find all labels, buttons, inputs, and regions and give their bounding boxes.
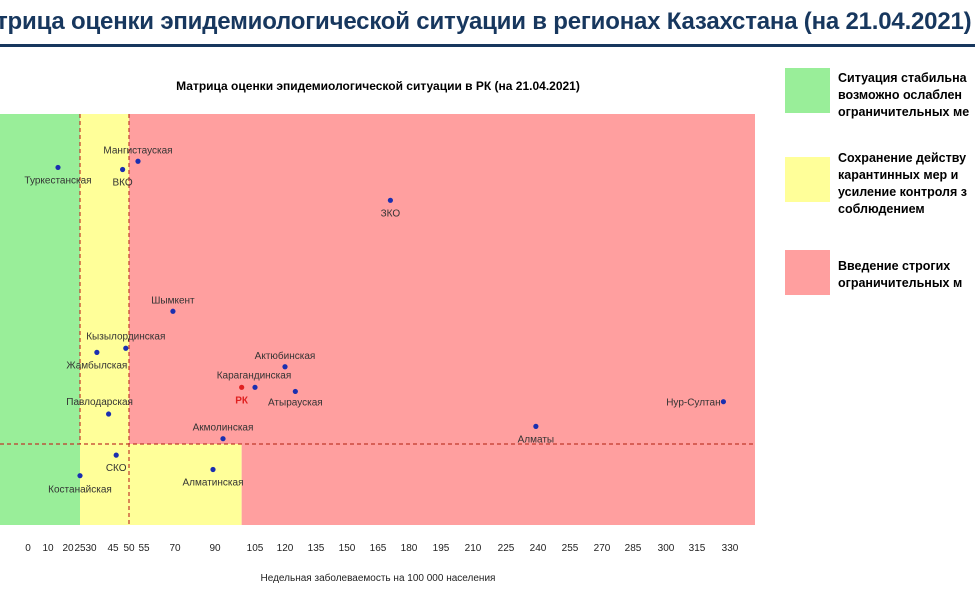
x-tick-label: 180 (401, 543, 418, 554)
title-divider (0, 44, 975, 47)
data-point (533, 423, 539, 429)
point-label: Акмолинская (193, 423, 254, 434)
data-point (94, 349, 100, 355)
legend-text-green: Ситуация стабильна возможно ослаблен огр… (838, 71, 970, 119)
x-tick-label: 10 (42, 543, 54, 554)
point-label: ВКО (113, 177, 133, 188)
x-tick-label: 70 (169, 543, 181, 554)
x-tick-label: 285 (625, 543, 642, 554)
point-label: Атырауская (268, 397, 323, 408)
data-point (135, 158, 141, 164)
data-point (282, 364, 288, 370)
x-tick-label: 330 (722, 543, 739, 554)
x-tick-label: 45 (107, 543, 119, 554)
zone-green (0, 114, 80, 525)
x-tick-label: 105 (247, 543, 264, 554)
data-point (220, 436, 226, 442)
x-tick-label: 135 (308, 543, 325, 554)
data-point (210, 466, 216, 473)
data-point (77, 473, 83, 479)
legend-text-red: Введение строгих ограничительных м (838, 259, 963, 290)
x-tick-label: 150 (339, 543, 356, 554)
data-point (292, 388, 298, 395)
point-label: Актюбинская (255, 350, 316, 362)
x-tick-label: 120 (277, 543, 294, 554)
data-point (55, 164, 61, 171)
x-tick-label: 315 (689, 543, 706, 554)
x-axis-label: Недельная заболеваемость на 100 000 насе… (261, 572, 496, 584)
x-tick-label: 50 (123, 543, 135, 554)
data-point (120, 166, 126, 173)
x-tick-label: 240 (530, 543, 547, 554)
data-point (106, 411, 112, 417)
point-label: Алматы (518, 434, 555, 445)
slide-title: трица оценки эпидемиологической ситуации… (0, 8, 972, 35)
x-tick-label: 55 (138, 543, 150, 554)
zones-layer (0, 114, 755, 525)
x-tick-label: 195 (433, 543, 450, 554)
x-tick-label: 90 (209, 543, 221, 554)
point-label: ЗКО (381, 208, 401, 219)
data-point (720, 399, 727, 405)
point-label: Кызылординская (86, 331, 165, 342)
zone-red-lower (241, 444, 755, 525)
zone-yellow-upper (80, 114, 129, 444)
legend-swatch-red (785, 250, 830, 295)
data-point (170, 308, 176, 314)
x-tick-label: 0 (25, 543, 31, 554)
point-label: РК (235, 395, 249, 406)
legend-swatch-yellow (785, 157, 830, 202)
x-tick-label: 225 (498, 543, 515, 554)
point-label: Туркестанская (24, 175, 91, 186)
x-tick-label: 210 (465, 543, 482, 554)
point-label: Шымкент (151, 295, 195, 306)
point-label: СКО (106, 463, 127, 474)
data-point (252, 384, 258, 390)
data-point (239, 384, 245, 390)
point-label: Мангистауская (103, 145, 172, 156)
data-point (113, 452, 119, 458)
threshold-lines (0, 114, 755, 525)
legend-text-yellow: Сохранение действу карантинных мер и уси… (838, 151, 967, 216)
zone-red-upper (129, 114, 755, 444)
data-point (387, 197, 393, 203)
point-label: Костанайская (48, 485, 112, 496)
point-label: Нур-Султан (666, 398, 720, 409)
x-tick-label: 30 (85, 543, 97, 554)
x-tick-label: 25 (74, 543, 86, 554)
legend-swatch-green (785, 68, 830, 113)
x-tick-label: 255 (562, 543, 579, 554)
x-tick-label: 270 (594, 543, 611, 554)
x-tick-label: 165 (370, 543, 387, 554)
x-tick-label: 20 (62, 543, 74, 554)
data-point (123, 345, 129, 351)
point-label: Жамбылская (66, 359, 127, 371)
x-axis: 0 10 20 25 30 45 50 55 70 90 105 120 135 150 165 180 195… (25, 543, 739, 554)
chart-title: Матрица оценки эпидемиологической ситуац… (176, 79, 580, 93)
points-layer: Туркестанская Мангистауская ВКО ЗКО Шымкент К… (24, 145, 727, 496)
point-label: Карагандинская (217, 370, 292, 381)
point-label: Алматинская (183, 478, 244, 489)
x-tick-label: 300 (658, 543, 675, 554)
point-label: Павлодарская (66, 397, 133, 408)
zone-yellow-lower (80, 444, 242, 525)
